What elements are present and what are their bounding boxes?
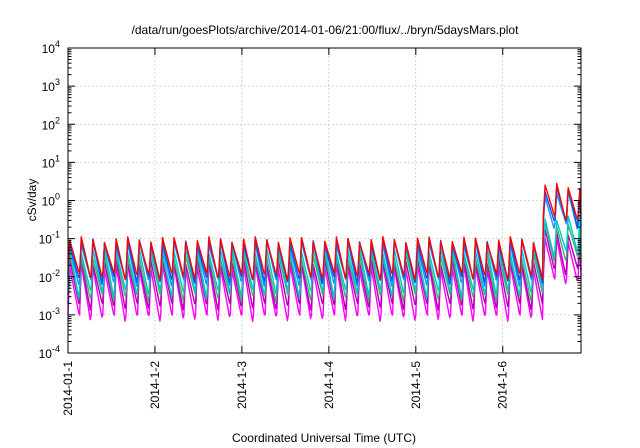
y-tick-label: 10-2 (39, 268, 60, 285)
x-tick-label: 2014-01-1 (61, 361, 75, 416)
series-group (67, 182, 582, 323)
chart-title: /data/run/goesPlots/archive/2014-01-06/2… (132, 23, 520, 37)
y-tick-label: 102 (42, 115, 60, 132)
x-tick-label: 2014-1-5 (409, 361, 423, 409)
x-tick-label: 2014-1-4 (322, 361, 336, 409)
y-tick-label: 10-4 (39, 344, 60, 361)
x-tick-label: 2014-1-6 (496, 361, 510, 409)
series-line (67, 182, 582, 281)
y-tick-label: 10-1 (39, 230, 60, 247)
y-axis-label: cSv/day (25, 179, 39, 222)
x-tick-label: 2014-1-3 (235, 361, 249, 409)
y-tick-label: 10-3 (39, 306, 60, 323)
grid (68, 48, 581, 353)
x-tick-label: 2014-1-2 (148, 361, 162, 409)
y-tick-label: 101 (42, 153, 60, 170)
y-tick-label: 103 (42, 77, 60, 94)
y-tick-label: 104 (42, 39, 60, 56)
y-tick-label: 100 (42, 192, 60, 209)
x-axis-label: Coordinated Universal Time (UTC) (232, 431, 416, 445)
ticks: 10-4 10-3 10-2 10-1 100 101 102 103 104 2014-01-1… (39, 39, 581, 416)
